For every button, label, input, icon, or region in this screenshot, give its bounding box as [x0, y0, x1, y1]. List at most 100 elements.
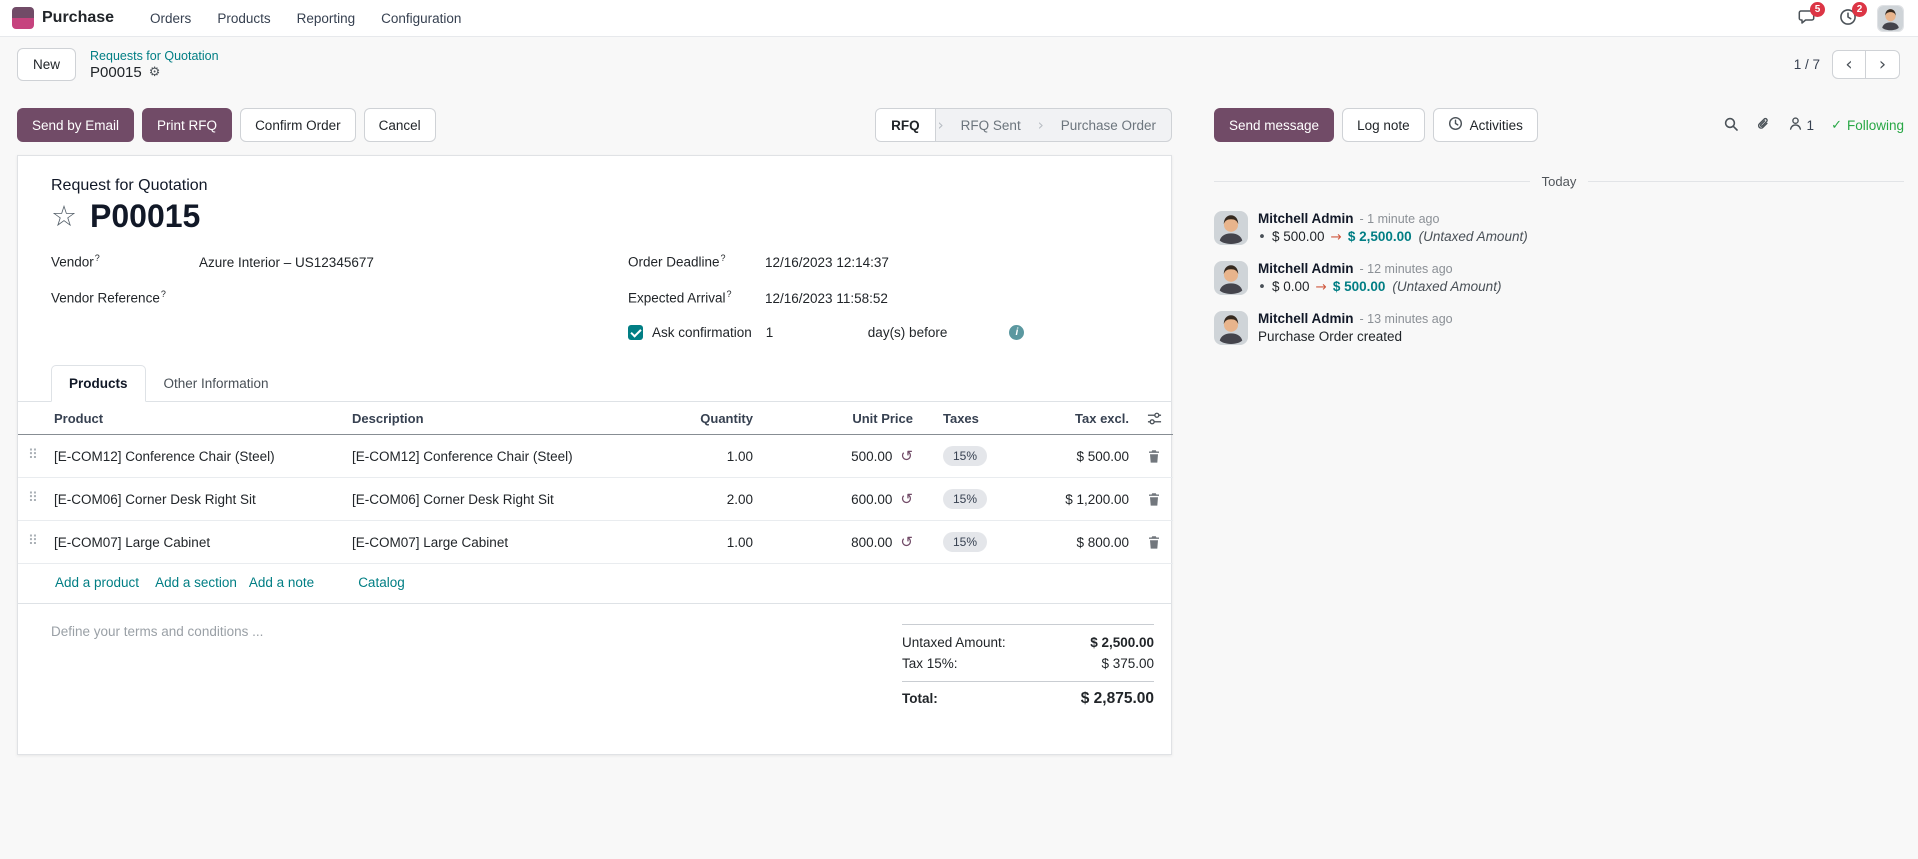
terms-and-conditions-field[interactable]: Define your terms and conditions ...: [51, 624, 264, 639]
product-cell[interactable]: [E-COM12] Conference Chair (Steel): [48, 434, 346, 478]
tax-badge[interactable]: 15%: [943, 532, 988, 552]
statusbar-step-purchase-order[interactable]: Purchase Order: [1060, 117, 1156, 133]
tax-badge[interactable]: 15%: [943, 446, 988, 466]
purchase-app-icon[interactable]: [12, 7, 34, 29]
unit-price-cell[interactable]: 500.00: [851, 448, 893, 464]
form-sheet: Request for Quotation ☆ P00015 Vendor? A…: [17, 155, 1173, 755]
person-icon: [1788, 116, 1803, 134]
paperclip-icon: [1756, 116, 1771, 135]
description-cell[interactable]: [E-COM12] Conference Chair (Steel): [346, 434, 614, 478]
description-cell[interactable]: [E-COM07] Large Cabinet: [346, 520, 614, 564]
optional-columns-icon[interactable]: [1141, 411, 1167, 426]
drag-handle[interactable]: ⠿: [18, 434, 48, 478]
reset-value-icon[interactable]: ↺: [900, 489, 913, 508]
tab-products[interactable]: Products: [51, 365, 146, 402]
column-subtotal[interactable]: Tax excl.: [1039, 402, 1135, 435]
totals-block: Untaxed Amount: $ 2,500.00 Tax 15%: $ 37…: [902, 624, 1154, 711]
table-row: ⠿ [E-COM06] Corner Desk Right Sit [E-COM…: [18, 477, 1173, 521]
avatar: [1214, 261, 1248, 295]
drag-handle[interactable]: ⠿: [18, 520, 48, 564]
app-name[interactable]: Purchase: [42, 9, 115, 26]
delete-row-icon[interactable]: [1141, 492, 1167, 507]
messages-menu-button[interactable]: 5: [1793, 2, 1825, 30]
activities-button[interactable]: Activities: [1432, 108, 1538, 142]
ask-confirmation-label: Ask confirmation: [652, 325, 752, 340]
menu-reporting[interactable]: Reporting: [296, 10, 356, 26]
record-pager: 1 / 7 ‹ ›: [1794, 50, 1900, 79]
message-author: Mitchell Admin: [1258, 211, 1354, 226]
drag-handle[interactable]: ⠿: [18, 477, 48, 521]
subtotal-cell: $ 500.00: [1039, 434, 1135, 478]
expected-arrival-field[interactable]: 12/16/2023 11:58:52: [765, 290, 888, 306]
avatar: [1214, 211, 1248, 245]
activities-menu-button[interactable]: 2: [1835, 2, 1867, 30]
subtotal-cell: $ 800.00: [1039, 520, 1135, 564]
chevron-right-icon: ›: [1878, 53, 1887, 75]
following-button[interactable]: ✓ Following: [1831, 117, 1904, 133]
quantity-cell[interactable]: 1.00: [614, 434, 759, 478]
followers-button[interactable]: 1: [1788, 116, 1814, 134]
bullet-icon: •: [1258, 279, 1266, 295]
statusbar-step-rfq[interactable]: RFQ: [876, 109, 936, 141]
action-gear-icon[interactable]: ⚙: [148, 64, 161, 80]
unit-price-cell[interactable]: 600.00: [851, 491, 893, 507]
new-button[interactable]: New: [17, 48, 77, 81]
unit-price-cell[interactable]: 800.00: [851, 534, 893, 550]
chatter-control-panel: Send message Log note Activities: [1214, 108, 1904, 142]
column-product[interactable]: Product: [48, 402, 346, 435]
catalog-link[interactable]: Catalog: [358, 575, 405, 590]
help-marker: ?: [726, 289, 732, 299]
favorite-star-icon[interactable]: ☆: [51, 199, 77, 233]
pager-previous-button[interactable]: ‹: [1832, 50, 1866, 79]
statusbar-separator-icon: ›: [937, 115, 944, 134]
quantity-cell[interactable]: 1.00: [614, 520, 759, 564]
delete-row-icon[interactable]: [1141, 449, 1167, 464]
menu-orders[interactable]: Orders: [150, 10, 192, 26]
column-description[interactable]: Description: [346, 402, 614, 435]
menu-configuration[interactable]: Configuration: [381, 10, 462, 26]
pager-next-button[interactable]: ›: [1866, 50, 1900, 79]
form-control-panel: Send by Email Print RFQ Confirm Order Ca…: [17, 108, 1172, 142]
send-message-button[interactable]: Send message: [1214, 108, 1335, 142]
log-note-button[interactable]: Log note: [1342, 108, 1425, 142]
reset-value-icon[interactable]: ↺: [900, 446, 913, 465]
statusbar-step-rfq-sent[interactable]: RFQ Sent: [960, 117, 1021, 133]
cancel-button[interactable]: Cancel: [363, 108, 436, 142]
product-cell[interactable]: [E-COM07] Large Cabinet: [48, 520, 346, 564]
days-before-label: day(s) before: [867, 325, 948, 340]
print-rfq-button[interactable]: Print RFQ: [142, 108, 233, 142]
clock-icon: [1839, 8, 1857, 29]
column-quantity[interactable]: Quantity: [614, 402, 759, 435]
message: Mitchell Admin - 13 minutes ago Purchase…: [1214, 311, 1904, 345]
description-cell[interactable]: [E-COM06] Corner Desk Right Sit: [346, 477, 614, 521]
reminder-days-field[interactable]: 1: [765, 325, 774, 340]
vendor-field[interactable]: Azure Interior – US12345677: [199, 254, 374, 270]
check-icon: ✓: [1831, 117, 1842, 133]
delete-row-icon[interactable]: [1141, 535, 1167, 550]
add-note-link[interactable]: Add a note: [248, 575, 315, 590]
confirm-order-button[interactable]: Confirm Order: [240, 108, 356, 142]
breadcrumb-parent-link[interactable]: Requests for Quotation: [90, 48, 219, 63]
reset-value-icon[interactable]: ↺: [900, 532, 913, 551]
statusbar-separator-icon: ›: [1037, 115, 1044, 134]
tax-badge[interactable]: 15%: [943, 489, 988, 509]
attachments-button[interactable]: [1756, 116, 1771, 135]
order-deadline-field[interactable]: 12/16/2023 12:14:37: [765, 254, 889, 270]
product-cell[interactable]: [E-COM06] Corner Desk Right Sit: [48, 477, 346, 521]
column-taxes[interactable]: Taxes: [919, 402, 1039, 435]
menu-products[interactable]: Products: [217, 10, 271, 26]
untaxed-amount-label: Untaxed Amount:: [902, 635, 1006, 650]
add-section-link[interactable]: Add a section: [155, 575, 237, 590]
quantity-cell[interactable]: 2.00: [614, 477, 759, 521]
column-unit-price[interactable]: Unit Price: [759, 402, 919, 435]
chevron-left-icon: ‹: [1845, 53, 1853, 75]
message-time: - 12 minutes ago: [1359, 262, 1453, 276]
ask-confirmation-checkbox[interactable]: [628, 325, 643, 340]
add-product-link[interactable]: Add a product: [55, 575, 140, 590]
field-group: Vendor? Azure Interior – US12345677 Vend…: [18, 243, 1171, 340]
user-avatar[interactable]: [1877, 4, 1904, 32]
message: Mitchell Admin - 12 minutes ago • $ 0.00 →…: [1214, 261, 1904, 295]
tab-other-information[interactable]: Other Information: [163, 376, 269, 391]
send-by-email-button[interactable]: Send by Email: [17, 108, 135, 142]
search-messages-button[interactable]: [1723, 116, 1739, 135]
